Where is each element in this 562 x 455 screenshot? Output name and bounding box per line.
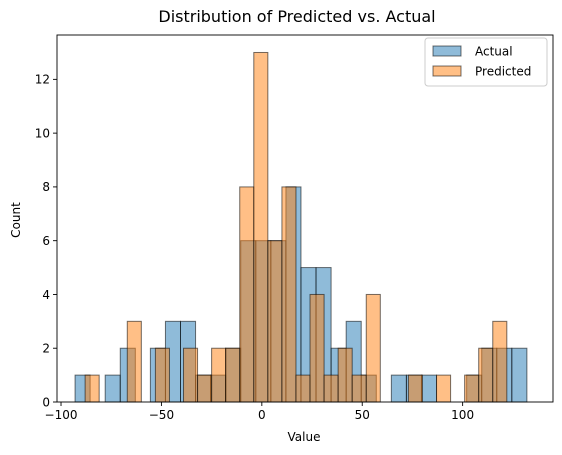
- predicted-bar: [211, 347, 227, 403]
- predicted-bar: [464, 374, 480, 403]
- y-axis-label: Count: [9, 202, 23, 238]
- predicted-bar: [183, 347, 199, 403]
- legend-label-actual: Actual: [475, 45, 513, 59]
- legend-swatch-predicted: [432, 65, 462, 77]
- x-axis-label: Value: [288, 430, 321, 444]
- predicted-bar: [309, 293, 325, 403]
- predicted-bar: [225, 347, 241, 403]
- x-tick-label: 0: [258, 408, 266, 422]
- predicted-bar: [407, 374, 423, 403]
- x-tick-label: 100: [451, 408, 474, 422]
- predicted-bar: [492, 320, 508, 403]
- actual-bar: [390, 374, 407, 403]
- x-axis-ticks: −100 −50 0 50 100: [45, 402, 474, 422]
- predicted-bar: [239, 186, 255, 403]
- predicted-bar: [365, 293, 381, 403]
- predicted-bar: [337, 347, 353, 403]
- y-tick-label: 6: [42, 234, 50, 248]
- actual-bar: [420, 374, 438, 403]
- predicted-bar: [281, 186, 297, 403]
- actual-bar: [511, 347, 528, 403]
- y-tick-label: 2: [42, 342, 50, 356]
- actual-bar: [104, 374, 121, 403]
- x-tick-label: −100: [45, 408, 78, 422]
- predicted-bar: [154, 347, 170, 403]
- predicted-bar: [197, 374, 213, 403]
- y-tick-label: 8: [42, 180, 50, 194]
- legend-swatch-actual: [432, 45, 462, 57]
- y-tick-label: 0: [42, 395, 50, 409]
- axes-frame: [56, 34, 554, 403]
- y-tick-label: 12: [35, 73, 50, 87]
- chart-title: Distribution of Predicted vs. Actual: [158, 7, 435, 26]
- y-axis-ticks: 0 2 4 6 8 10 12: [35, 73, 57, 409]
- predicted-bar: [126, 320, 142, 403]
- predicted-bar: [295, 374, 311, 403]
- legend-label-predicted: Predicted: [475, 65, 531, 79]
- predicted-bar: [323, 374, 339, 403]
- legend: Actual Predicted: [424, 37, 548, 87]
- predicted-bar: [267, 240, 283, 403]
- predicted-bar: [84, 374, 100, 403]
- predicted-bar: [478, 347, 494, 403]
- predicted-bar: [436, 374, 452, 403]
- y-tick-label: 4: [42, 288, 50, 302]
- predicted-bar: [253, 51, 269, 403]
- x-tick-label: 50: [355, 408, 370, 422]
- predicted-bar: [351, 374, 367, 403]
- y-tick-label: 10: [35, 126, 50, 140]
- x-tick-label: −50: [149, 408, 174, 422]
- plot-area: [56, 34, 554, 403]
